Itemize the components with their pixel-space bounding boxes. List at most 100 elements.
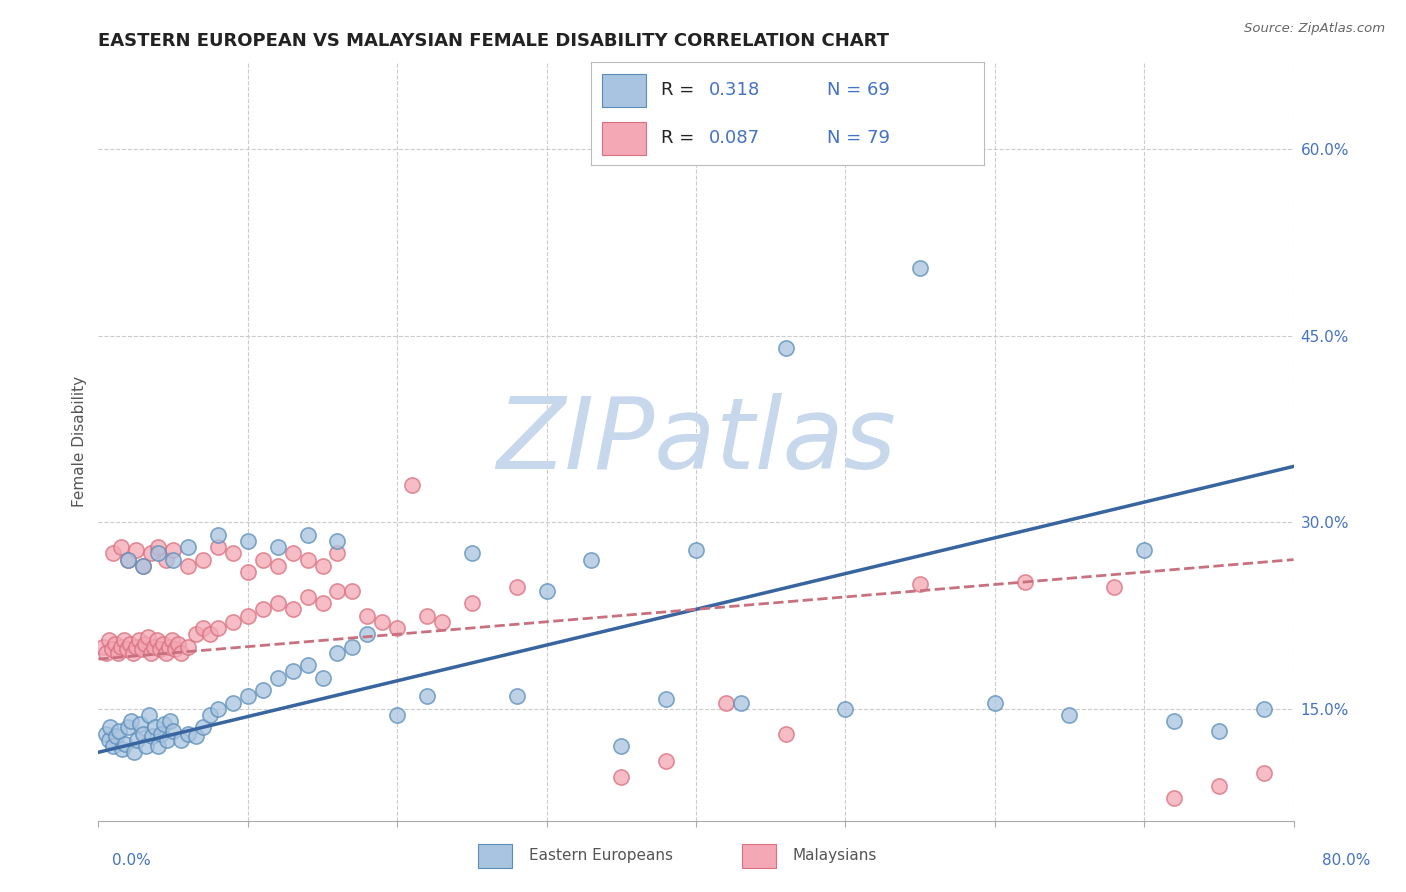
Point [177,640,200,654]
Point [131,642,153,657]
Point [162,542,184,557]
Point [200,627,222,641]
Point [430,615,453,629]
Point [1104,580,1126,594]
Point [342,583,364,598]
Point [156,732,179,747]
Text: 0.318: 0.318 [709,81,759,99]
Text: Source: ZipAtlas.com: Source: ZipAtlas.com [1244,22,1385,36]
Point [134,637,156,651]
Point [536,583,558,598]
Text: EASTERN EUROPEAN VS MALAYSIAN FEMALE DISABILITY CORRELATION CHART: EASTERN EUROPEAN VS MALAYSIAN FEMALE DIS… [98,32,890,50]
Point [159,714,181,729]
Point [236,533,259,548]
Point [326,646,349,660]
Point [207,702,229,716]
Point [371,615,394,629]
Point [775,726,797,740]
Bar [742,844,776,868]
Point [1253,702,1275,716]
Point [236,565,259,579]
Point [200,708,222,723]
Point [118,637,141,651]
Text: 80.0%: 80.0% [1323,854,1371,868]
Point [148,546,170,560]
Point [1163,791,1185,805]
Point [169,646,191,660]
Point [91,640,114,654]
Point [107,646,129,660]
Text: R =: R = [661,129,700,147]
Point [297,658,319,673]
Text: Malaysians: Malaysians [793,848,877,863]
Point [148,540,170,554]
Point [162,724,184,739]
Point [125,640,148,654]
Point [128,633,150,648]
Point [152,637,174,651]
Text: 0.0%: 0.0% [112,854,152,868]
Point [166,637,188,651]
Point [401,478,423,492]
Point [252,683,274,698]
Point [356,608,378,623]
Point [714,696,737,710]
Point [311,671,333,685]
Point [97,732,120,747]
Point [222,546,245,560]
Text: Eastern Europeans: Eastern Europeans [529,848,672,863]
Point [385,708,409,723]
Point [685,542,707,557]
Point [125,542,148,557]
Point [984,696,1007,710]
Point [1208,724,1230,739]
Point [94,726,117,740]
Point [184,729,207,743]
Point [163,642,186,657]
Point [132,558,155,573]
Point [655,691,678,706]
Point [155,552,177,566]
Point [141,729,163,743]
Point [581,552,603,566]
Point [153,716,176,731]
Text: R =: R = [661,81,700,99]
Point [160,633,183,648]
Point [222,696,245,710]
Point [267,558,290,573]
Bar [478,844,512,868]
Point [157,640,180,654]
Point [139,546,162,560]
Point [127,732,149,747]
Point [108,724,131,739]
Bar [602,74,645,106]
Point [124,745,146,759]
Point [110,540,132,554]
Point [326,583,349,598]
Point [104,637,127,651]
Point [610,770,633,784]
Point [416,690,439,704]
Point [138,708,160,723]
Point [356,627,378,641]
Point [461,546,484,560]
Point [610,739,633,753]
Point [297,552,319,566]
Point [117,720,139,734]
Point [311,596,333,610]
Point [169,732,191,747]
Point [506,690,529,704]
Point [132,558,155,573]
Point [150,726,173,740]
Point [139,646,162,660]
Point [101,642,124,657]
Point [281,546,304,560]
Point [385,621,409,635]
Point [281,665,304,679]
Bar [602,122,645,155]
Point [177,540,200,554]
Point [191,621,214,635]
Text: ZIPatlas: ZIPatlas [496,393,896,490]
Point [142,640,165,654]
Point [98,720,122,734]
